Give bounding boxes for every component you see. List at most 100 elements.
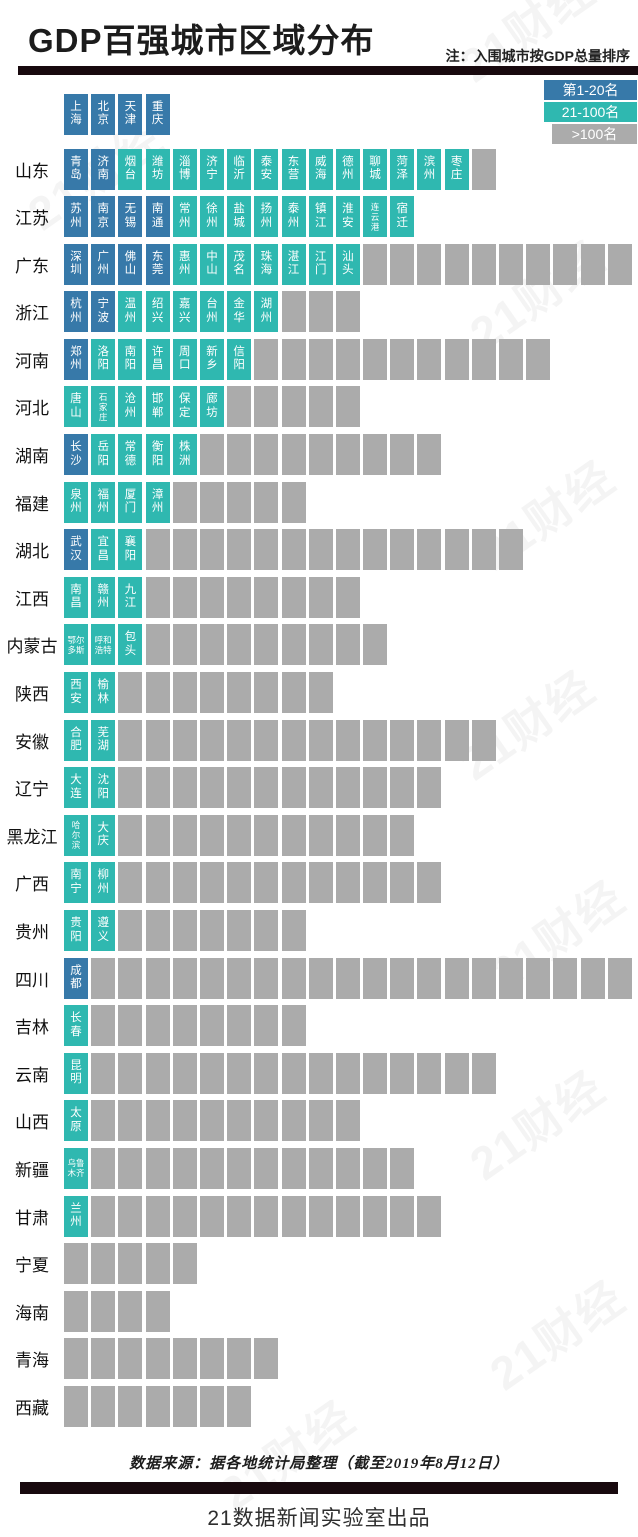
city-cell-枣庄: 枣庄	[444, 148, 469, 190]
city-cell-无锡: 无锡	[118, 196, 143, 238]
city-cell-深圳: 深圳	[64, 243, 88, 285]
rank-over100-cell	[553, 957, 578, 999]
city-cell-柳州: 柳州	[91, 862, 116, 904]
rank-over100-cell	[199, 1052, 224, 1094]
rank-over100-cell	[145, 624, 170, 666]
city-cell-泰州: 泰州	[281, 196, 306, 238]
province-row-海南: 海南	[0, 1290, 638, 1332]
rank-over100-cell	[526, 957, 551, 999]
rank-over100-cell	[145, 1052, 170, 1094]
province-label: 新疆	[15, 1160, 49, 1180]
rank-over100-cell	[227, 576, 252, 618]
rank-over100-cell	[145, 910, 170, 951]
rank-over100-cell	[227, 1195, 252, 1237]
rank-over100-cell	[363, 1052, 388, 1094]
rank-over100-cell	[227, 434, 252, 476]
city-cell-鄂尔多斯: 鄂尔 多斯	[64, 624, 88, 666]
rank-over100-cell	[580, 957, 605, 999]
rank-over100-cell	[199, 910, 224, 951]
rank-over100-cell	[254, 481, 279, 523]
rank-over100-cell	[145, 1385, 170, 1427]
city-cell-厦门: 厦门	[118, 481, 143, 523]
province-row-广东: 广东深圳广州佛山东莞惠州中山茂名珠海湛江江门汕头	[0, 243, 638, 285]
rank-over100-cell	[227, 624, 252, 666]
city-cell-大庆: 大庆	[91, 814, 116, 856]
province-label: 河南	[15, 351, 49, 371]
city-cell-金华: 金华	[227, 291, 252, 333]
rank-over100-cell	[227, 672, 252, 714]
city-cell-沧州: 沧州	[118, 386, 143, 428]
rank-over100-cell	[172, 1100, 197, 1142]
rank-over100-cell	[227, 862, 252, 904]
rank-over100-cell	[172, 1338, 197, 1380]
rank-over100-cell	[363, 767, 388, 809]
legend-item-top100: 21-100名	[544, 102, 637, 122]
rank-over100-cell	[199, 814, 224, 856]
city-cell-芜湖: 芜湖	[91, 719, 116, 761]
rank-over100-cell	[308, 767, 333, 809]
rank-over100-cell	[145, 767, 170, 809]
province-label: 江西	[15, 589, 49, 609]
rank-over100-cell	[471, 529, 496, 571]
city-cell-济南: 济南	[91, 148, 116, 190]
province-cells: 杭州宁波温州绍兴嘉兴台州金华湖州	[64, 291, 638, 333]
province-label: 浙江	[15, 304, 49, 324]
province-label: 广西	[15, 875, 49, 895]
rank-over100-cell	[281, 814, 306, 856]
city-cell-苏州: 苏州	[64, 196, 88, 238]
city-cell-常德: 常德	[118, 434, 143, 476]
city-cell-温州: 温州	[118, 291, 143, 333]
rank-over100-cell	[145, 1290, 170, 1332]
municipalities-row: 上海北京天津重庆	[64, 93, 638, 135]
city-cell-南京: 南京	[91, 196, 116, 238]
city-cell-南昌: 南昌	[64, 576, 88, 618]
rank-over100-cell	[254, 1005, 279, 1047]
rank-over100-cell	[281, 624, 306, 666]
city-cell-兰州: 兰州	[64, 1195, 88, 1237]
rank-over100-cell	[91, 1195, 116, 1237]
rank-over100-cell	[335, 338, 360, 380]
rank-over100-cell	[580, 243, 605, 285]
rank-over100-cell	[308, 291, 333, 333]
rank-over100-cell	[145, 576, 170, 618]
rank-over100-cell	[91, 1290, 116, 1332]
province-label: 湖南	[15, 447, 49, 467]
rank-over100-cell	[281, 957, 306, 999]
rank-over100-cell	[199, 1005, 224, 1047]
rank-over100-cell	[199, 529, 224, 571]
rank-over100-cell	[335, 1147, 360, 1189]
rank-over100-cell	[91, 1243, 116, 1285]
city-cell-哈尔滨: 哈尔滨	[64, 814, 88, 856]
province-row-贵州: 贵州贵阳遵义	[0, 910, 638, 952]
rank-over100-cell	[254, 1100, 279, 1142]
province-cells: 哈尔滨大庆	[64, 814, 638, 856]
rank-over100-cell	[281, 767, 306, 809]
province-row-湖北: 湖北武汉宜昌襄阳	[0, 529, 638, 571]
province-row-黑龙江: 黑龙江哈尔滨大庆	[0, 814, 638, 856]
city-cell-南阳: 南阳	[118, 338, 143, 380]
rank-over100-cell	[227, 767, 252, 809]
rank-over100-cell	[308, 862, 333, 904]
province-row-江西: 江西南昌赣州九江	[0, 576, 638, 618]
rank-over100-cell	[227, 1100, 252, 1142]
rank-over100-cell	[363, 529, 388, 571]
rank-over100-cell	[172, 767, 197, 809]
province-row-湖南: 湖南长沙岳阳常德衡阳株洲	[0, 434, 638, 476]
province-row-新疆: 新疆 乌鲁 木齐	[0, 1147, 638, 1189]
rank-over100-cell	[145, 814, 170, 856]
credit-text: 21数据新闻实验室出品	[207, 1507, 431, 1530]
rank-over100-cell	[335, 434, 360, 476]
province-cells: 深圳广州佛山东莞惠州中山茂名珠海湛江江门汕头	[64, 243, 638, 285]
rank-over100-cell	[308, 576, 333, 618]
rank-over100-cell	[390, 862, 415, 904]
rank-over100-cell	[363, 434, 388, 476]
city-cell-绍兴: 绍兴	[145, 291, 170, 333]
city-cell-新乡: 新乡	[199, 338, 224, 380]
rank-over100-cell	[145, 719, 170, 761]
rank-over100-cell	[254, 957, 279, 999]
city-cell-岳阳: 岳阳	[91, 434, 116, 476]
rank-over100-cell	[199, 1100, 224, 1142]
rank-over100-cell	[390, 434, 415, 476]
rank-over100-cell	[118, 719, 143, 761]
province-row-山东: 山东青岛济南烟台潍坊淄博济宁临沂泰安东营威海德州聊城菏泽滨州枣庄	[0, 148, 638, 190]
